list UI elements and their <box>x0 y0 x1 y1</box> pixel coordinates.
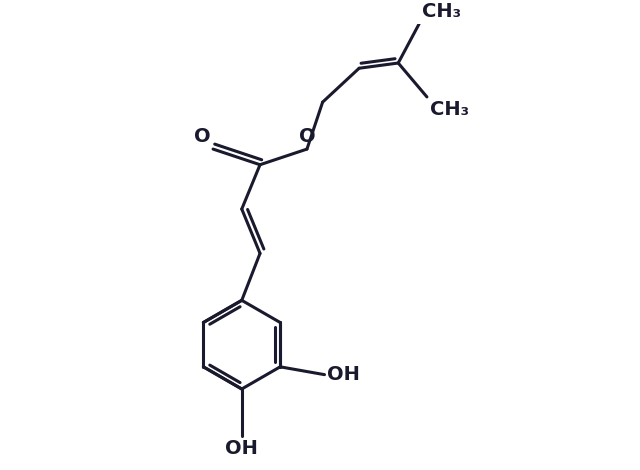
Text: CH₃: CH₃ <box>422 2 461 21</box>
Text: CH₃: CH₃ <box>429 100 468 118</box>
Text: O: O <box>299 127 316 147</box>
Text: OH: OH <box>225 439 258 457</box>
Text: OH: OH <box>327 365 360 384</box>
Text: O: O <box>194 127 211 147</box>
